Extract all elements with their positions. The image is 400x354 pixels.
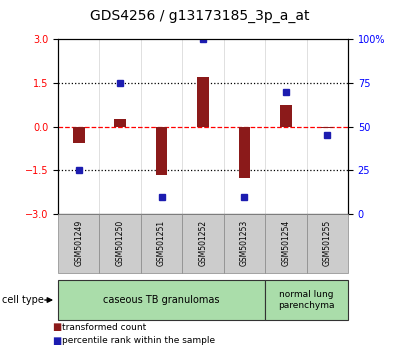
Bar — [239, 127, 250, 178]
Text: GSM501254: GSM501254 — [281, 220, 290, 267]
Text: cell type: cell type — [2, 295, 44, 305]
Text: GSM501250: GSM501250 — [116, 220, 125, 267]
Text: ■: ■ — [52, 336, 61, 346]
Bar — [280, 105, 292, 127]
Bar — [114, 119, 126, 127]
Bar — [156, 127, 167, 175]
Text: GSM501255: GSM501255 — [323, 220, 332, 267]
Bar — [73, 127, 84, 143]
Text: GSM501249: GSM501249 — [74, 220, 83, 267]
Text: GSM501252: GSM501252 — [198, 220, 208, 267]
Text: percentile rank within the sample: percentile rank within the sample — [62, 336, 215, 345]
Text: ■: ■ — [52, 322, 61, 332]
Text: GDS4256 / g13173185_3p_a_at: GDS4256 / g13173185_3p_a_at — [90, 9, 310, 23]
Bar — [197, 77, 209, 127]
Text: GSM501253: GSM501253 — [240, 220, 249, 267]
Text: normal lung
parenchyma: normal lung parenchyma — [278, 290, 335, 310]
Text: GSM501251: GSM501251 — [157, 220, 166, 267]
Text: caseous TB granulomas: caseous TB granulomas — [103, 295, 220, 305]
Bar — [322, 127, 333, 128]
Text: transformed count: transformed count — [62, 323, 146, 332]
